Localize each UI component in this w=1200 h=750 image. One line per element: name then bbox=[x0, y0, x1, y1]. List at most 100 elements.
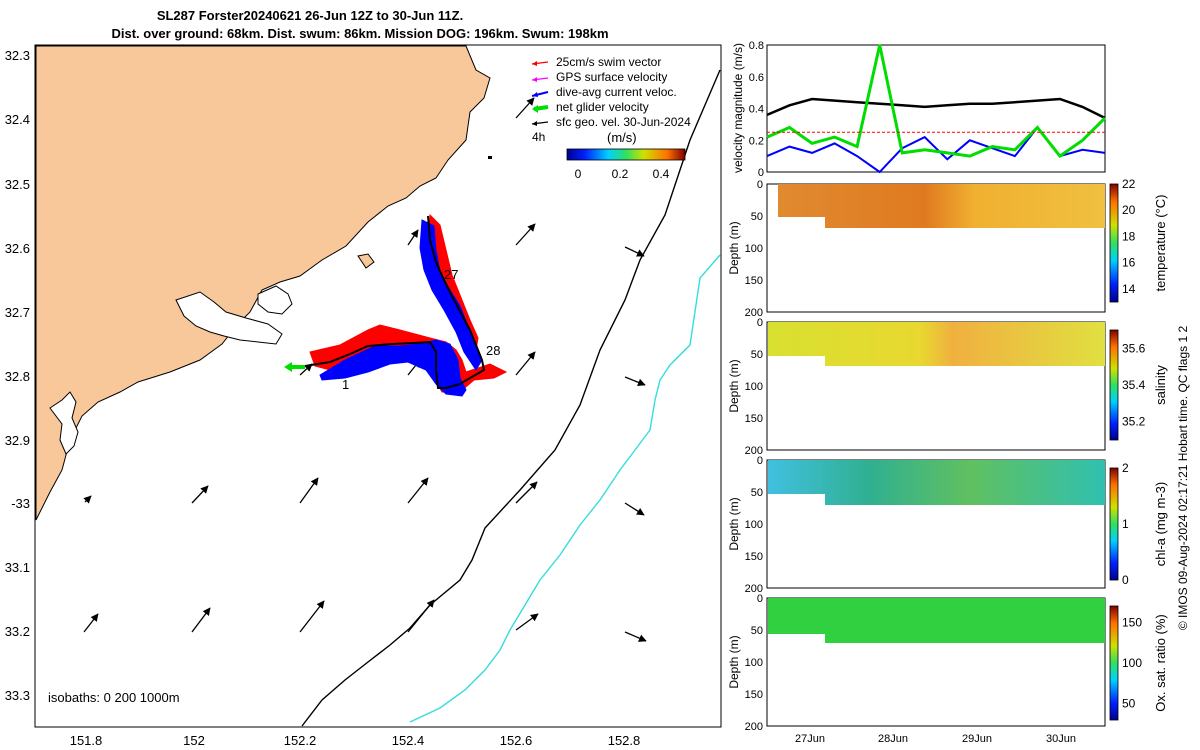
colorbar-label: salinity bbox=[1153, 365, 1168, 405]
depth-tick-label: 150 bbox=[745, 689, 763, 701]
geo-arrow bbox=[407, 599, 435, 633]
glider-track bbox=[284, 213, 508, 397]
colorbar-label: chl-a (mg m-3) bbox=[1153, 482, 1168, 567]
lon-tick: 151.8 bbox=[70, 733, 103, 748]
lat-tick: 32.7 bbox=[5, 305, 30, 320]
geo-velocity-arrows bbox=[83, 97, 647, 642]
estuary bbox=[49, 391, 79, 455]
velocity-ytick-label: 0 bbox=[758, 167, 764, 179]
colorbar-unit: (m/s) bbox=[607, 130, 637, 145]
depth-tick-label: 100 bbox=[745, 519, 763, 531]
legend-gps: GPS surface velocity bbox=[531, 70, 667, 84]
island bbox=[357, 253, 375, 269]
date-tick-label: 29Jun bbox=[962, 733, 992, 745]
geo-arrow bbox=[515, 613, 539, 631]
legend-dive: dive-avg current veloc. bbox=[531, 85, 677, 99]
depth-tick-label: 50 bbox=[751, 487, 763, 499]
lat-tick: 32.5 bbox=[5, 177, 30, 192]
depth-tick-label: 150 bbox=[745, 275, 763, 287]
depth-tick-label: 50 bbox=[751, 625, 763, 637]
date-tick-label: 27Jun bbox=[795, 733, 825, 745]
depth-axis-label: Depth (m) bbox=[727, 221, 741, 274]
series-line bbox=[766, 44, 1107, 159]
legend-geo: sfc geo. vel. 30-Jun-2024 bbox=[531, 115, 691, 129]
colorbar-tick-label: 35.4 bbox=[1122, 378, 1146, 392]
depth-tick-label: 0 bbox=[757, 593, 763, 605]
lat-tick: 33.1 bbox=[5, 560, 30, 575]
geo-arrow bbox=[299, 477, 319, 504]
lake-smiths bbox=[257, 285, 293, 315]
isobath-1000m bbox=[409, 254, 721, 723]
lat-axis: 32.3 32.4 32.5 32.6 32.7 32.8 32.9 -33 3… bbox=[5, 48, 30, 703]
depth-tick-label: 100 bbox=[745, 243, 763, 255]
colorbar-label: temperature (°C) bbox=[1153, 195, 1168, 292]
legend-time: 4h bbox=[532, 130, 545, 144]
legend-net-label: net glider velocity bbox=[556, 100, 649, 114]
speed-colorbar bbox=[566, 148, 686, 161]
legend-dive-label: dive-avg current veloc. bbox=[556, 85, 677, 99]
colorbar-tick: 0.4 bbox=[653, 167, 670, 181]
oxygen-panel bbox=[766, 597, 1119, 727]
isobath-200m bbox=[301, 69, 721, 727]
legend-net: net glider velocity bbox=[532, 100, 649, 114]
track-line bbox=[304, 215, 486, 389]
colorbar-tick: 0.2 bbox=[612, 167, 629, 181]
velocity-ylabel: velocity magnitude (m/s) bbox=[731, 43, 745, 173]
map-legend: 25cm/s swim vector GPS surface velocity … bbox=[531, 55, 691, 181]
colorbar-tick-label: 20 bbox=[1122, 203, 1136, 217]
depth-tick-label: 100 bbox=[745, 381, 763, 393]
colorbar-tick-label: 18 bbox=[1122, 229, 1136, 243]
colorbar-tick-label: 0 bbox=[1122, 573, 1129, 587]
footer-credit: © IMOS 09-Aug-2024 02:17:21 Hobart time.… bbox=[1176, 326, 1190, 631]
chla-section bbox=[768, 460, 1105, 505]
chla-panel bbox=[766, 459, 1119, 589]
figure-subtitle: Dist. over ground: 68km. Dist. swum: 86k… bbox=[111, 26, 609, 41]
depth-tick-label: 50 bbox=[751, 211, 763, 223]
map-panel: 1 27 28 25cm/s swim vector GPS surface v… bbox=[5, 44, 722, 748]
geo-arrow bbox=[191, 485, 209, 504]
geo-arrow bbox=[624, 246, 645, 257]
isobaths-label: isobaths: 0 200 1000m bbox=[48, 690, 180, 705]
geo-arrow bbox=[515, 351, 536, 376]
lon-axis: 151.8 152 152.2 152.4 152.6 152.8 bbox=[70, 733, 641, 748]
lon-tick: 152.2 bbox=[284, 733, 317, 748]
colorbar-tick-label: 14 bbox=[1122, 282, 1136, 296]
lat-tick: 33.2 bbox=[5, 624, 30, 639]
lat-tick: 32.9 bbox=[5, 433, 30, 448]
velocity-ytick-label: 0.4 bbox=[749, 104, 764, 116]
date-tick-label: 28Jun bbox=[878, 733, 908, 745]
depth-tick-label: 150 bbox=[745, 551, 763, 563]
geo-arrow bbox=[624, 502, 645, 516]
lake-wallis bbox=[175, 291, 283, 345]
geo-arrow bbox=[407, 229, 419, 246]
land-mass bbox=[35, 45, 491, 521]
depth-tick-label: 200 bbox=[745, 445, 763, 457]
legend-geo-label: sfc geo. vel. 30-Jun-2024 bbox=[556, 115, 691, 129]
velocity-yaxis: 0 0.2 0.4 0.6 0.8 bbox=[749, 40, 764, 179]
legend-swim: 25cm/s swim vector bbox=[531, 55, 661, 69]
colorbar-tick-label: 2 bbox=[1122, 461, 1129, 475]
velocity-ytick-label: 0.2 bbox=[749, 135, 764, 147]
geo-arrow bbox=[624, 376, 646, 387]
geo-arrow bbox=[515, 481, 538, 504]
geo-arrow bbox=[515, 223, 536, 246]
salinity-section bbox=[768, 322, 1105, 366]
depth-tick-label: 150 bbox=[745, 413, 763, 425]
depth-axis-label: Depth (m) bbox=[727, 497, 741, 550]
day-label-28: 28 bbox=[486, 343, 500, 358]
colorbar-tick-label: 22 bbox=[1122, 177, 1136, 191]
depth-tick-label: 0 bbox=[757, 317, 763, 329]
oxygen-section bbox=[768, 598, 1105, 643]
lat-tick: -33 bbox=[11, 496, 30, 511]
lon-tick: 152.8 bbox=[608, 733, 641, 748]
net-velocity-arrowhead bbox=[284, 362, 292, 372]
depth-tick-label: 200 bbox=[745, 583, 763, 595]
lat-tick: 33.3 bbox=[5, 688, 30, 703]
geo-arrow bbox=[83, 495, 92, 504]
colorbar-tick-label: 35.6 bbox=[1122, 341, 1146, 355]
colorbar-tick-label: 50 bbox=[1122, 697, 1136, 711]
lon-tick: 152.4 bbox=[392, 733, 425, 748]
colorbar-tick: 0 bbox=[575, 167, 582, 181]
